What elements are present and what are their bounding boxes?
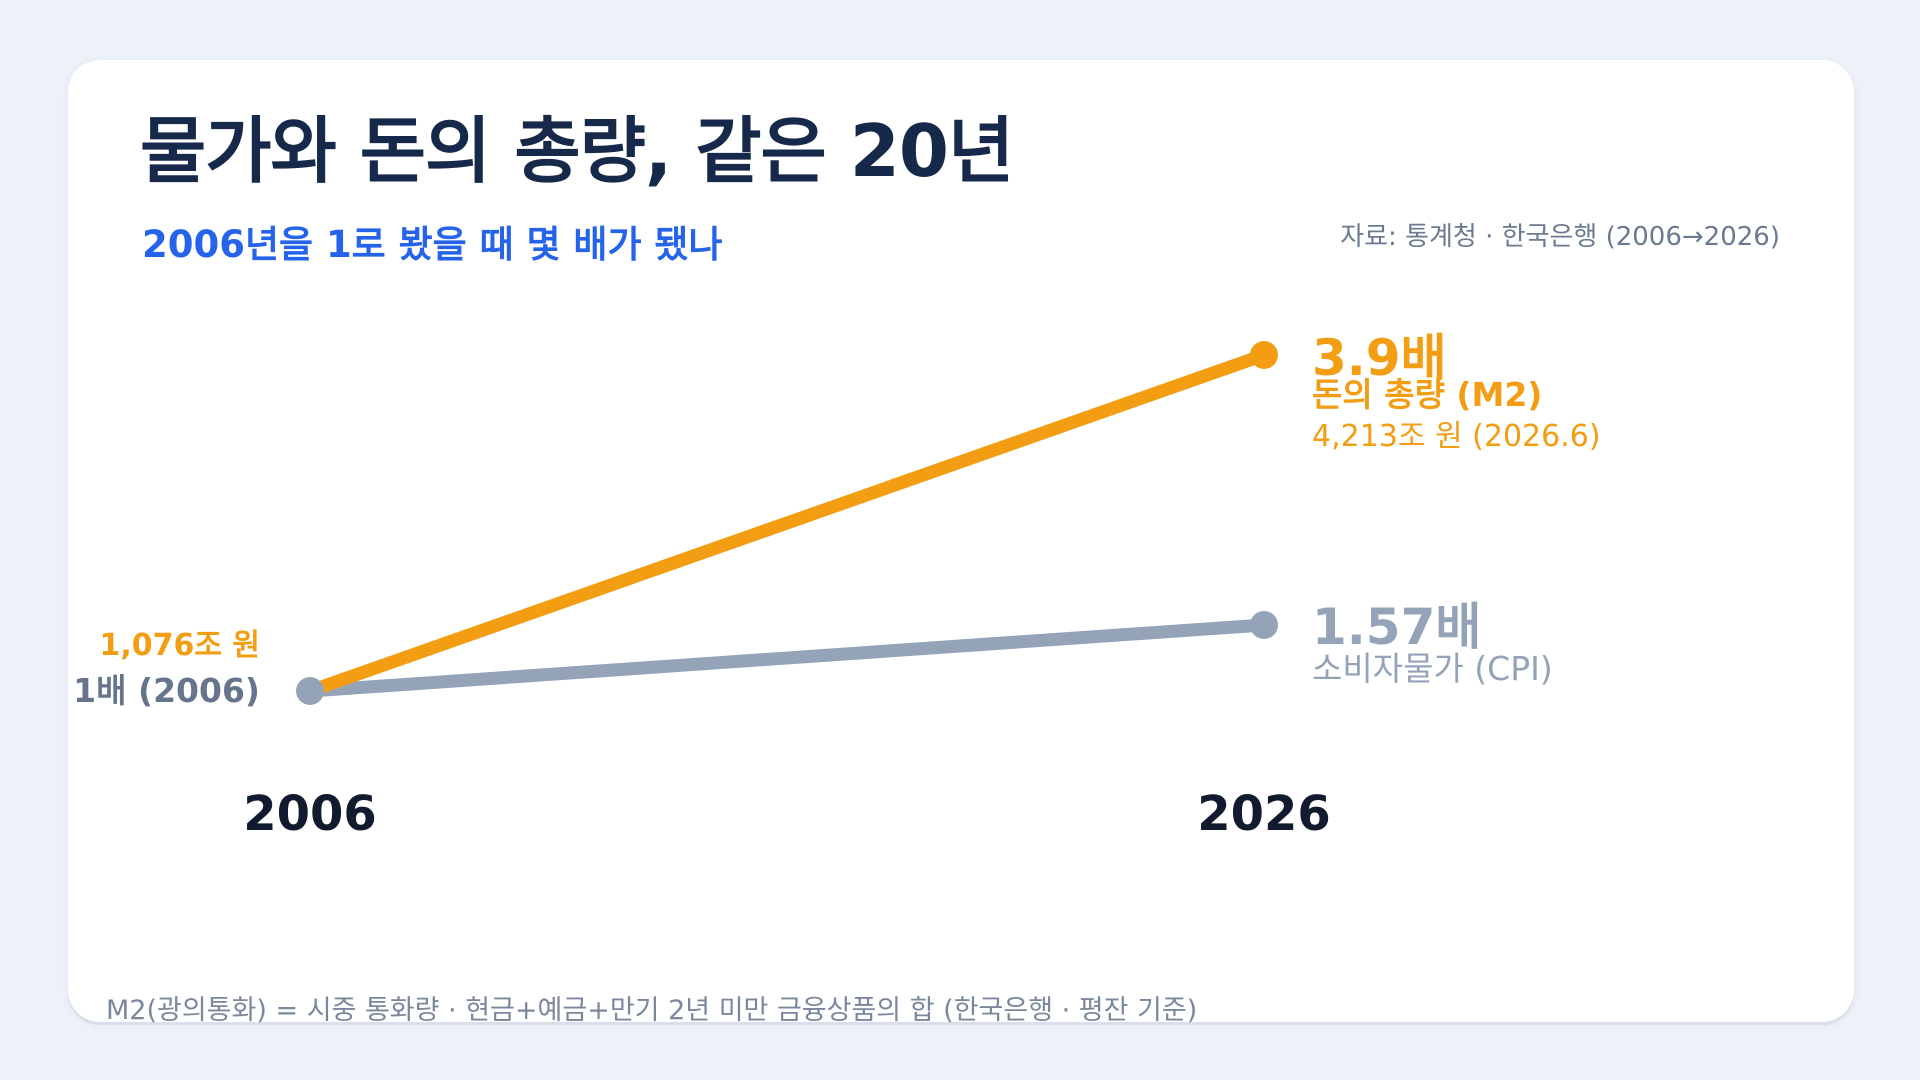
x-tick-label-2026: 2026 [1197, 786, 1331, 842]
source-note: 자료: 통계청 · 한국은행 (2006→2026) [1340, 222, 1780, 252]
m2-end-detail-label: 4,213조 원 (2026.6) [1312, 419, 1601, 454]
m2-end-name-label: 돈의 총량 (M2) [1312, 375, 1542, 414]
cpi-series-line [303, 618, 1271, 698]
chart-title: 물가와 돈의 총량, 같은 20년 [140, 109, 1014, 193]
m2-end-point-marker [1250, 341, 1278, 369]
chart-subtitle: 2006년을 1로 봤을 때 몇 배가 됐나 [142, 223, 723, 266]
m2-end-value-label: 3.9배 [1312, 329, 1447, 387]
m2-definition-footnote: M2(광의통화) = 시중 통화량 · 현금+예금+만기 2년 미만 금융상품의… [106, 995, 1198, 1026]
cpi-end-name-label: 소비자물가 (CPI) [1312, 649, 1553, 688]
cpi-end-point-marker [1250, 610, 1278, 639]
start-point-marker [296, 677, 324, 705]
x-tick-label-2006: 2006 [243, 786, 377, 842]
chart-card [68, 60, 1854, 1022]
m2-series-line [303, 348, 1271, 698]
start-value-label: 1배 (2006) [73, 671, 260, 710]
m2-start-label: 1,076조 원 [99, 628, 260, 663]
cpi-end-value-label: 1.57배 [1312, 598, 1481, 656]
